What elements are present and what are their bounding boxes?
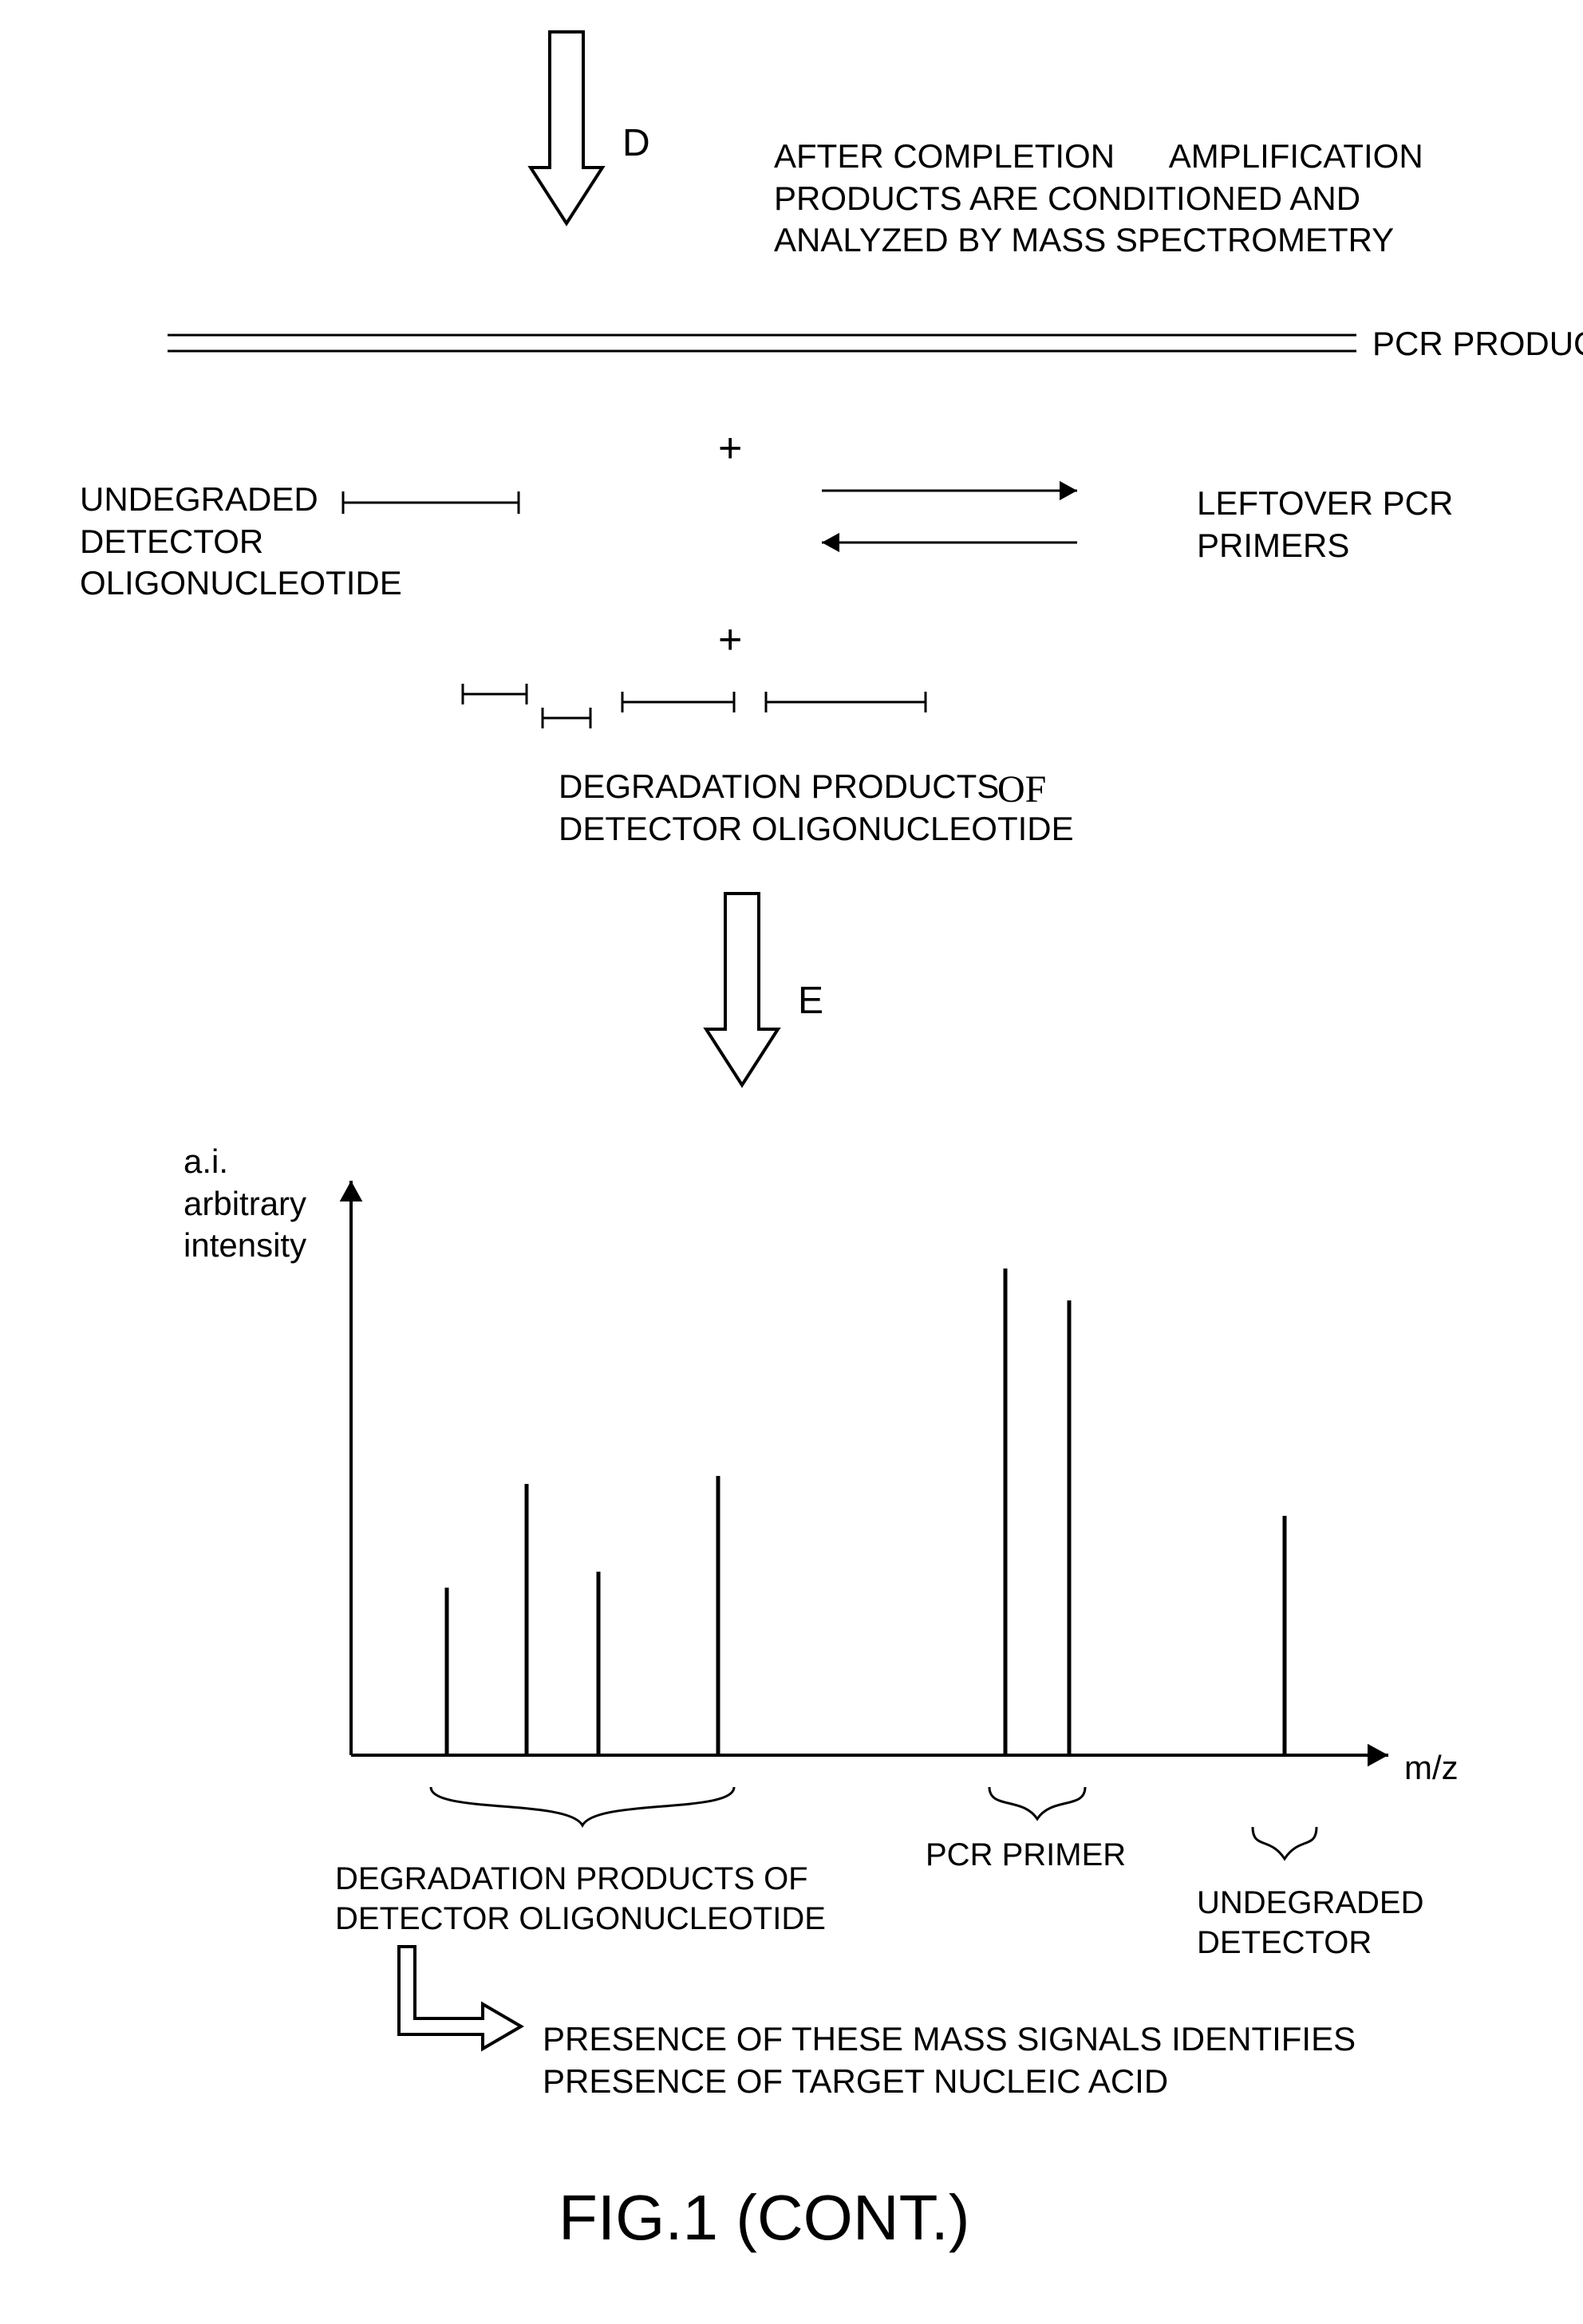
arrow-e-label: E bbox=[798, 977, 823, 1025]
arrow-d-label: D bbox=[622, 120, 650, 168]
figure-caption: FIG.1 (CONT.) bbox=[559, 2178, 970, 2258]
pcr-product-label: PCR PRODUCT bbox=[1372, 323, 1583, 365]
